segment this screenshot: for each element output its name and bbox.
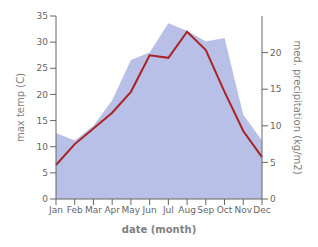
svg-text:25: 25 xyxy=(37,63,48,73)
svg-text:Apr: Apr xyxy=(104,205,120,215)
svg-text:May: May xyxy=(122,205,141,215)
svg-text:Jun: Jun xyxy=(142,205,157,215)
svg-text:20: 20 xyxy=(37,90,49,100)
svg-text:15: 15 xyxy=(37,116,48,126)
svg-text:0: 0 xyxy=(270,194,276,204)
svg-text:date (month): date (month) xyxy=(122,224,196,235)
svg-text:Aug: Aug xyxy=(178,205,196,215)
svg-text:max temp (C): max temp (C) xyxy=(15,73,26,142)
svg-text:20: 20 xyxy=(270,48,282,58)
svg-text:Jan: Jan xyxy=(48,205,63,215)
svg-text:5: 5 xyxy=(42,168,48,178)
svg-text:30: 30 xyxy=(37,37,49,47)
svg-text:Sep: Sep xyxy=(197,205,214,215)
svg-text:Jul: Jul xyxy=(162,205,174,215)
svg-text:Dec: Dec xyxy=(253,205,270,215)
svg-text:5: 5 xyxy=(270,158,276,168)
svg-text:Oct: Oct xyxy=(217,205,233,215)
svg-text:15: 15 xyxy=(270,84,281,94)
svg-text:0: 0 xyxy=(42,194,48,204)
svg-text:Feb: Feb xyxy=(67,205,83,215)
svg-text:10: 10 xyxy=(37,142,49,152)
svg-text:Nov: Nov xyxy=(234,205,252,215)
svg-text:35: 35 xyxy=(37,11,48,21)
svg-text:Mar: Mar xyxy=(85,205,102,215)
svg-text:10: 10 xyxy=(270,121,282,131)
svg-text:med. precipitation (kg/m2): med. precipitation (kg/m2) xyxy=(292,40,303,174)
